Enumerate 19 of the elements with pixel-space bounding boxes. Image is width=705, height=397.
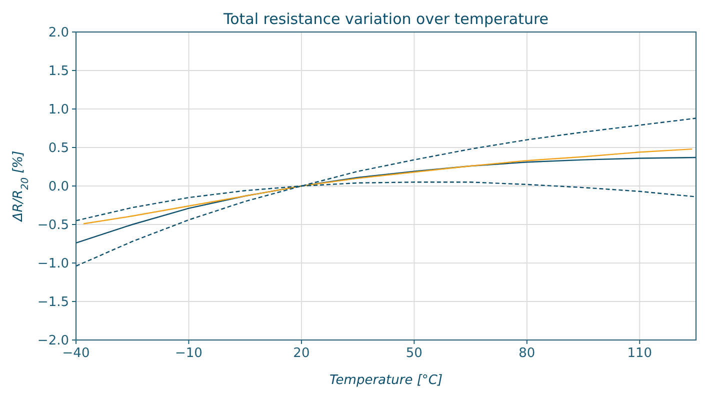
x-tick-label: −10 (175, 346, 202, 361)
y-tick-label: 2.0 (48, 26, 69, 40)
line-series (75, 118, 697, 267)
line-series (82, 148, 693, 224)
x-tick-label: −40 (62, 346, 90, 361)
y-tick-label: 0.0 (48, 180, 69, 194)
x-axis-title: Temperature [°C] (329, 373, 443, 388)
chart-title: Total resistance variation over temperature (222, 10, 549, 28)
y-tick-label: 0.5 (48, 141, 69, 156)
x-tick-label: 80 (518, 346, 536, 361)
x-tick-label: 110 (627, 346, 652, 361)
y-tick-label: 1.5 (48, 64, 69, 79)
y-tick-label: 1.0 (48, 102, 69, 118)
x-tick-label: 20 (293, 346, 310, 361)
y-tick-label: −0.5 (37, 218, 69, 233)
y-tick-label: −1.5 (37, 295, 69, 310)
x-tick-label: 50 (406, 346, 422, 361)
y-tick-label: −2.0 (37, 334, 69, 348)
y-tick-label: −1.0 (37, 256, 69, 272)
